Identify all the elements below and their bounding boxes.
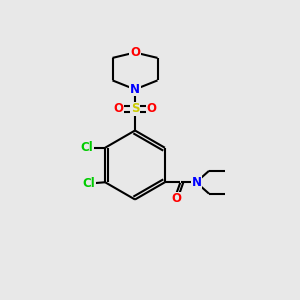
Text: Cl: Cl xyxy=(82,177,95,190)
Text: O: O xyxy=(113,102,124,116)
Text: N: N xyxy=(191,176,201,189)
Text: O: O xyxy=(146,102,157,116)
Text: N: N xyxy=(130,83,140,96)
Text: S: S xyxy=(131,102,139,116)
Text: Cl: Cl xyxy=(81,141,94,154)
Text: O: O xyxy=(130,46,140,59)
Text: O: O xyxy=(171,192,181,205)
